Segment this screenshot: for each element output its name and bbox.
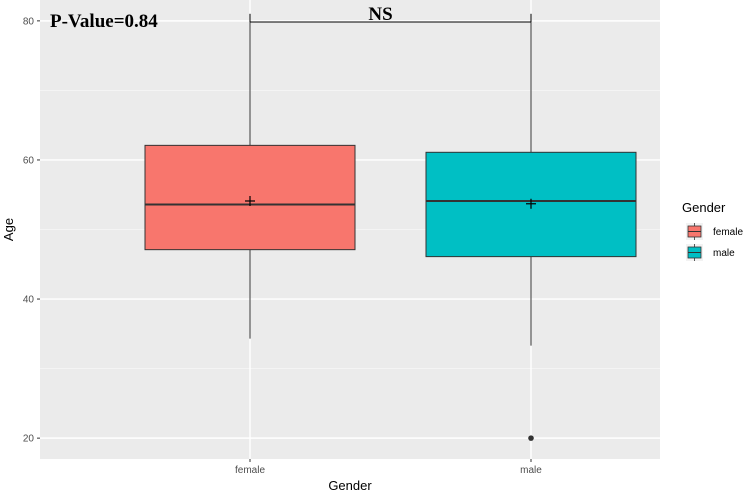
legend-title: Gender — [682, 200, 726, 215]
y-tick-label: 60 — [23, 155, 35, 166]
legend-items: female male — [686, 223, 743, 261]
pvalue-annotation: P-Value=0.84 — [50, 11, 158, 32]
legend-label: female — [713, 227, 743, 238]
y-axis-ticks: 20 40 60 80 — [23, 16, 40, 445]
y-tick-label: 80 — [23, 16, 35, 27]
legend-item-female: female — [686, 223, 743, 240]
y-tick-label: 20 — [23, 434, 35, 445]
significance-bracket — [249, 13, 532, 23]
legend-label: male — [713, 248, 735, 259]
y-axis-title: Age — [1, 218, 16, 241]
x-tick-label: male — [520, 465, 542, 476]
box-female — [144, 13, 356, 339]
legend-item-male: male — [686, 244, 735, 261]
x-axis-title: Gender — [328, 478, 372, 491]
x-axis-ticks: female male — [235, 459, 542, 476]
x-tick-label: female — [235, 465, 265, 476]
boxes — [144, 13, 637, 441]
legend: Gender female male — [682, 200, 743, 261]
box-male — [425, 13, 637, 441]
outlier-point — [528, 435, 534, 441]
significance-annotation: NS — [368, 4, 392, 25]
y-tick-label: 40 — [23, 295, 35, 306]
